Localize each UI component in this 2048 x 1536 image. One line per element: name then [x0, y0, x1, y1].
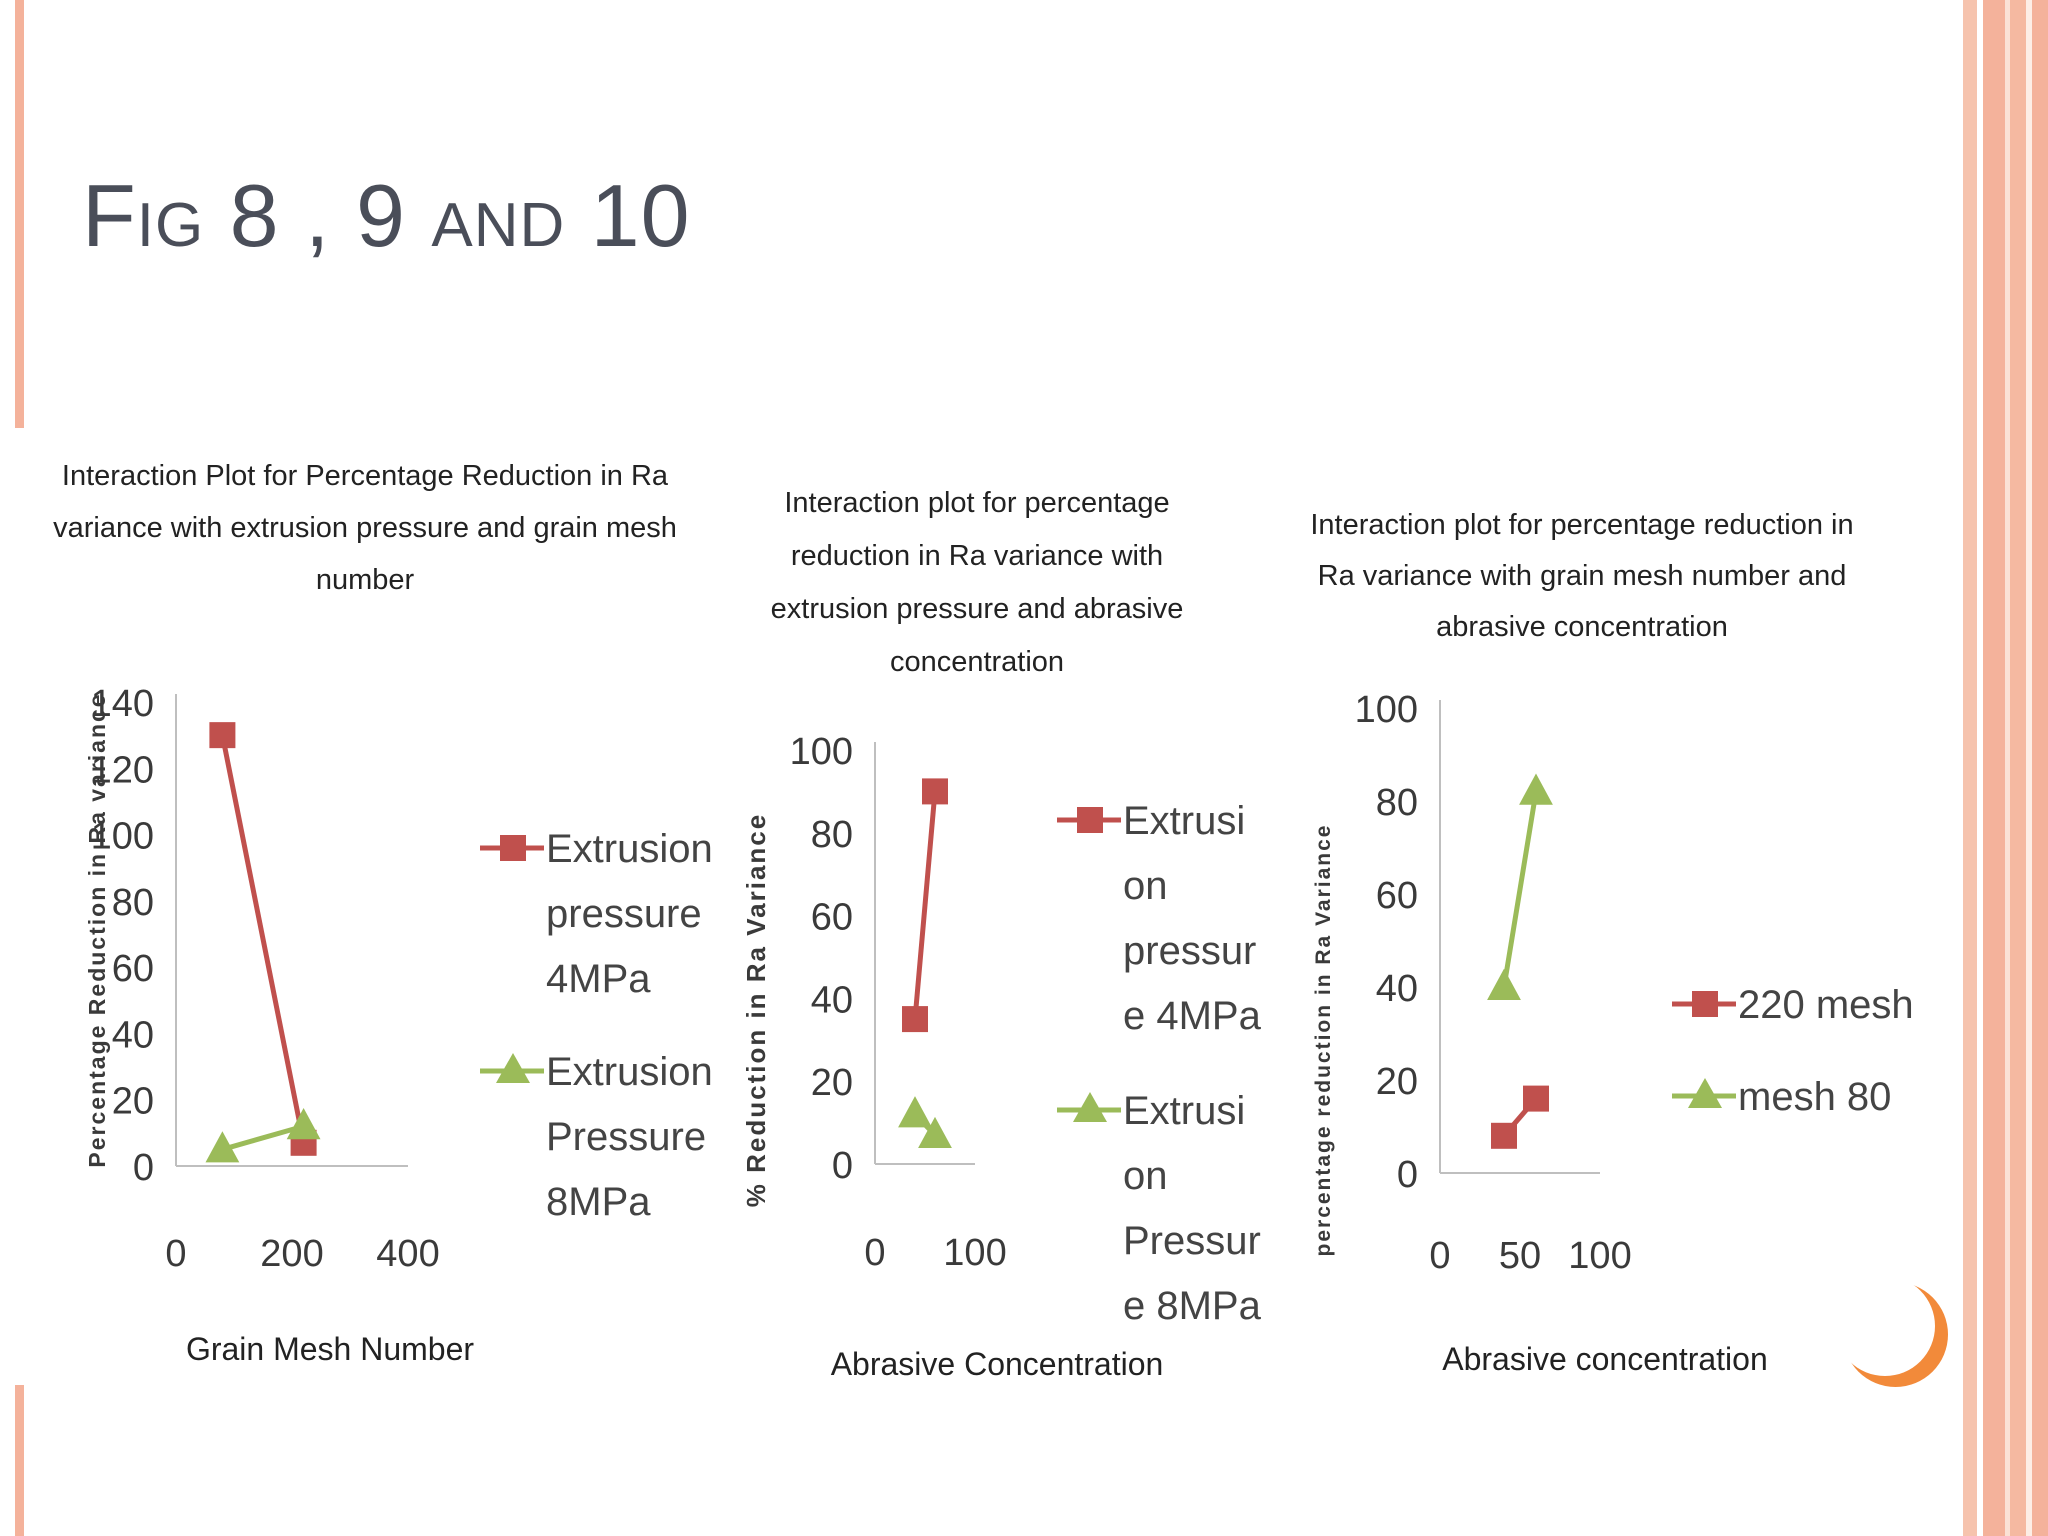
data-point-marker — [918, 1116, 952, 1149]
legend-marker — [1077, 807, 1103, 833]
data-point-marker — [1523, 1085, 1549, 1112]
data-point-marker — [205, 1131, 240, 1163]
x-tick-label: 200 — [260, 1233, 323, 1275]
chart-title-line: Ra variance with grain mesh number and — [1318, 560, 1847, 592]
chart-grain-mesh: Interaction Plot for Percentage Reductio… — [53, 460, 713, 1367]
legend-marker — [1692, 991, 1718, 1017]
legend-label: e 8MPa — [1123, 1284, 1262, 1328]
series-line — [219, 734, 307, 1144]
data-point-marker — [209, 722, 236, 749]
slide-title: Fig 8 , 9 and 10 — [82, 166, 691, 265]
y-tick-label: 140 — [91, 683, 154, 725]
chart-title-line: Interaction Plot for Percentage Reductio… — [62, 460, 669, 492]
legend-label: Extrusion — [546, 827, 713, 871]
chart-title-line: variance with extrusion pressure and gra… — [53, 512, 677, 544]
legend-label: mesh 80 — [1738, 1075, 1891, 1119]
data-point-marker — [1519, 773, 1553, 805]
y-tick-label: 80 — [1376, 782, 1418, 824]
left-accent-bar-top — [15, 0, 24, 428]
y-tick-label: 0 — [133, 1147, 154, 1189]
chart-title-line: reduction in Ra variance with — [791, 540, 1163, 572]
x-axis-label: Abrasive Concentration — [831, 1346, 1164, 1382]
x-tick-label: 0 — [864, 1232, 885, 1274]
legend-label: on — [1123, 864, 1168, 908]
y-tick-label: 100 — [790, 731, 853, 773]
y-axis-label: percentage reduction in Ra Variance — [1312, 824, 1335, 1257]
x-tick-label: 100 — [943, 1232, 1006, 1274]
left-accent-bar-bottom — [15, 1385, 24, 1536]
data-point-marker — [1491, 1122, 1517, 1149]
legend-label: Pressure — [546, 1115, 706, 1159]
legend-label: 8MPa — [546, 1180, 651, 1224]
data-point-marker — [1487, 968, 1521, 1000]
x-tick-label: 100 — [1568, 1235, 1631, 1277]
series-line — [221, 1123, 305, 1152]
chart-title-line: number — [316, 564, 415, 596]
x-tick-label: 0 — [165, 1233, 186, 1275]
x-tick-label: 50 — [1499, 1235, 1541, 1277]
legend-label: pressur — [1123, 929, 1256, 973]
y-axis-label: Percentage Reduction in Ra variance — [84, 692, 110, 1167]
legend-label: pressure — [546, 892, 702, 936]
charts-canvas: Interaction Plot for Percentage Reductio… — [53, 460, 1914, 1382]
chart-title-line: Interaction plot for percentage reductio… — [1310, 509, 1853, 541]
y-axis-label: % Reduction in Ra Variance — [741, 813, 771, 1207]
y-tick-label: 20 — [811, 1062, 853, 1104]
legend-label: e 4MPa — [1123, 994, 1262, 1038]
legend-label: Pressur — [1123, 1219, 1261, 1263]
y-tick-label: 60 — [811, 897, 853, 939]
y-tick-label: 20 — [1376, 1061, 1418, 1103]
chart-abrasive-pressure: Interaction plot for percentage reduction… — [741, 487, 1262, 1382]
legend-label: Extrusi — [1123, 799, 1245, 843]
series-line — [1501, 791, 1539, 988]
y-tick-label: 80 — [811, 814, 853, 856]
x-tick-label: 0 — [1429, 1235, 1450, 1277]
y-tick-label: 100 — [91, 816, 154, 858]
y-tick-label: 60 — [112, 948, 154, 990]
x-tick-label: 400 — [376, 1233, 439, 1275]
decorative-circle-icon — [1835, 1276, 1948, 1387]
data-point-marker — [922, 778, 948, 805]
y-tick-label: 40 — [112, 1014, 154, 1056]
y-tick-label: 40 — [1376, 968, 1418, 1010]
chart-abrasive-mesh: Interaction plot for percentage reductio… — [1310, 509, 1913, 1377]
data-point-marker — [286, 1108, 321, 1140]
legend-label: on — [1123, 1154, 1168, 1198]
legend-marker — [496, 1053, 530, 1083]
chart-title-line: abrasive concentration — [1436, 611, 1728, 643]
chart-title-line: extrusion pressure and abrasive — [771, 593, 1184, 625]
right-decorative-border — [1963, 0, 2048, 1536]
x-axis-label: Abrasive concentration — [1442, 1341, 1768, 1377]
legend-marker — [1688, 1078, 1722, 1108]
y-tick-label: 40 — [811, 979, 853, 1021]
data-point-marker — [902, 1006, 928, 1033]
legend-marker — [500, 835, 526, 861]
legend-marker — [1073, 1092, 1107, 1122]
y-tick-label: 0 — [1397, 1154, 1418, 1196]
x-axis-label: Grain Mesh Number — [186, 1331, 474, 1367]
y-tick-label: 120 — [91, 749, 154, 791]
legend-label: Extrusi — [1123, 1089, 1245, 1133]
series-line — [912, 791, 938, 1020]
chart-title-line: Interaction plot for percentage — [784, 487, 1169, 519]
y-tick-label: 80 — [112, 882, 154, 924]
y-tick-label: 20 — [112, 1081, 154, 1123]
legend-label: Extrusion — [546, 1050, 713, 1094]
y-tick-label: 60 — [1376, 875, 1418, 917]
y-tick-label: 0 — [832, 1145, 853, 1187]
legend-label: 220 mesh — [1738, 983, 1914, 1027]
legend-label: 4MPa — [546, 957, 651, 1001]
chart-title-line: concentration — [890, 646, 1064, 678]
y-tick-label: 100 — [1355, 689, 1418, 731]
data-point-marker — [898, 1096, 932, 1128]
